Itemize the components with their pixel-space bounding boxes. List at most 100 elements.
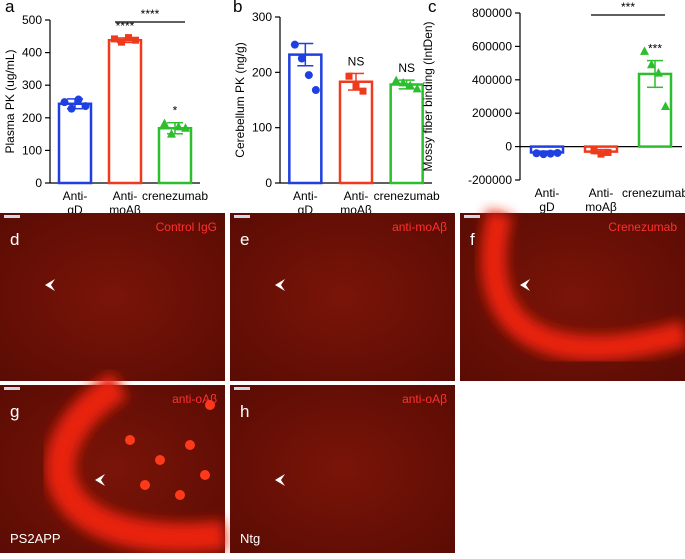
y-tick-label: 500 [22,13,42,27]
y-tick-label: 400000 [472,73,512,87]
data-point [67,104,76,113]
data-point [345,72,353,80]
data-point [125,34,132,42]
plaque [205,400,215,410]
data-point [553,148,562,157]
data-point [546,149,555,158]
y-tick-label: 100 [22,143,42,157]
category-line: gD [539,200,555,214]
data-point [654,68,663,77]
y-axis-label: Cerebellum PK (ng/g) [233,42,247,157]
data-point [290,40,299,49]
data-point [398,77,408,87]
bar [57,102,93,185]
arrowhead [275,474,285,486]
data-point [590,147,598,155]
data-point [405,80,415,90]
scale-bar [234,215,250,218]
error-bar [297,42,314,67]
panel-letter: g [10,402,19,421]
panel-letter: d [10,230,19,249]
plaque [125,435,135,445]
category-line: Anti- [63,189,88,203]
data-point [661,101,670,111]
data-point [297,54,306,63]
micrograph: h anti-oAβ Ntg [230,385,455,553]
image-label: anti-moAβ [392,220,447,234]
significance: **** [116,19,135,33]
tissue-band [480,209,685,361]
micrograph: d Control IgG [0,213,225,381]
data-point [597,150,605,158]
image-bg [0,213,225,381]
data-point [604,148,612,156]
y-tick-label: 200000 [472,106,512,120]
y-tick-label: 0 [505,140,512,154]
y-axis-label: Plasma PK (ug/mL) [3,49,17,153]
micrograph: e anti-moAβ [230,213,455,381]
arrowhead [45,279,55,291]
image-bg [230,213,455,381]
plaque [185,440,195,450]
image-label: Crenezumab [608,220,677,234]
arrowhead [95,474,105,486]
data-point [640,46,649,55]
bar [107,38,143,185]
data-point [111,35,118,43]
data-point [359,87,367,95]
bracket-label: *** [621,0,635,14]
data-point [391,75,401,85]
panel-letter: h [240,402,249,421]
y-tick-label: 600000 [472,39,512,53]
data-point [181,123,190,132]
data-point [539,150,548,159]
category-label: crenezumab [374,189,440,203]
category-line: moAβ [585,200,617,214]
micrograph: g anti-oAβ PS2APP [0,372,227,553]
significance: NS [398,61,415,75]
category-label: Anti-moAβ [109,189,141,217]
significance: *** [648,42,662,56]
scale-bar [234,387,250,390]
data-point [352,82,360,90]
panel-letter: a [5,0,15,16]
data-point [311,86,320,95]
data-point [118,38,125,46]
image-label: anti-oAβ [172,392,217,406]
significance: * [173,104,178,118]
y-tick-label: -200000 [468,173,512,187]
category-line: crenezumab [374,189,440,203]
bar [338,80,374,185]
data-point [60,98,69,107]
panel-letter: f [470,230,475,249]
plaque [140,480,150,490]
bar [389,83,424,185]
data-point [412,83,422,93]
y-tick-label: 0 [265,176,272,190]
data-point [160,118,169,128]
panel-letter: b [233,0,242,16]
y-tick-label: 200 [252,65,272,79]
category-label: Anti-moAβ [340,189,372,217]
category-line: crenezumab [142,189,208,203]
data-point [174,121,183,131]
category-label: crenezumab [142,189,208,203]
error-bar [647,59,663,89]
image-bg [230,385,455,553]
category-label: Anti-moAβ [585,186,617,214]
image-label: Control IgG [156,220,217,234]
category-line: Anti- [589,186,614,200]
scale-bar [4,387,20,390]
y-tick-label: 300 [252,10,272,24]
category-label: Anti-gD [293,189,318,217]
scale-bar [464,215,480,218]
y-tick-label: 300 [22,78,42,92]
category-label: Anti-gD [63,189,88,217]
arrowhead [275,279,285,291]
image-note: PS2APP [10,531,61,546]
y-tick-label: 400 [22,46,42,60]
y-axis-label: Mossy fiber binding (IntDen) [421,21,435,171]
y-tick-label: 100 [252,121,272,135]
data-point [167,129,176,138]
